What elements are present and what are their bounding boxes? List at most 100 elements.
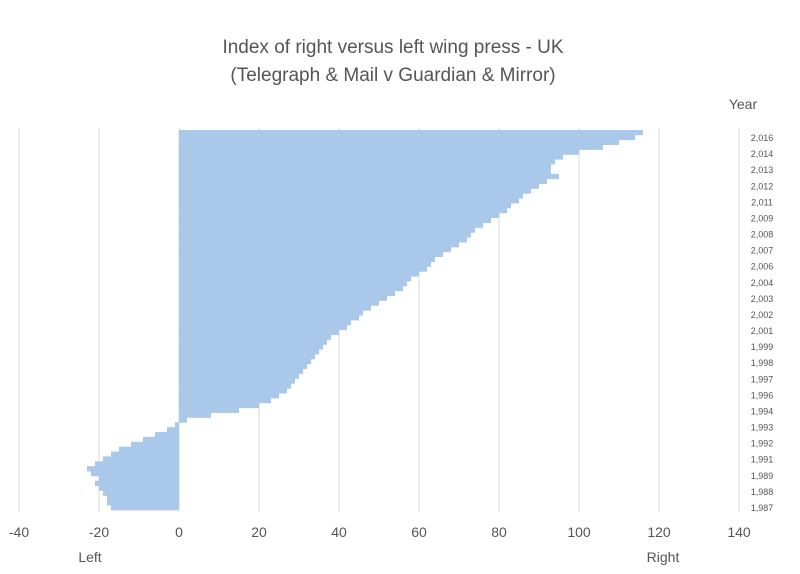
bar (179, 222, 483, 228)
bar (179, 217, 491, 223)
bar (179, 373, 299, 379)
bar (179, 363, 307, 370)
year-tick-label: 2,008 (751, 230, 774, 240)
bar (179, 183, 539, 189)
bar (179, 397, 271, 404)
x-tick-label: 100 (567, 524, 591, 540)
bar (175, 422, 179, 428)
bar (179, 139, 619, 146)
bar (179, 271, 419, 277)
bar (179, 188, 531, 194)
bar (179, 412, 211, 418)
bar (111, 451, 179, 457)
year-tick-labels: 2,016 2,014 2,013 2,012 2,011 2,009 2,008 2,007… (751, 133, 774, 513)
bar (91, 471, 179, 477)
year-tick-label: 1,987 (751, 503, 774, 513)
bar (179, 383, 291, 389)
x-tick-label: 0 (175, 524, 183, 540)
bar (179, 207, 507, 214)
bars (87, 130, 643, 511)
x-axis-tick-labels: -40 -20 0 20 40 60 80 100 120 140 (9, 524, 751, 540)
bar (179, 305, 371, 311)
bar (179, 354, 315, 360)
year-tick-label: 1,991 (751, 455, 774, 465)
bar (179, 276, 411, 282)
bar (179, 310, 363, 316)
bar (179, 300, 379, 306)
bar (179, 193, 523, 199)
year-tick-label: 2,013 (751, 165, 774, 175)
bar (131, 441, 179, 448)
bar (179, 144, 603, 150)
bar (179, 178, 547, 184)
bar (179, 358, 311, 365)
x-tick-label: 40 (331, 524, 347, 540)
year-tick-label: 2,012 (751, 181, 774, 191)
year-tick-label: 1,993 (751, 423, 774, 433)
year-tick-label: 2,001 (751, 326, 774, 336)
year-axis-title: Year (729, 96, 758, 112)
bar (99, 485, 179, 491)
chart-subtitle: (Telegraph & Mail v Guardian & Mirror) (230, 65, 555, 86)
bar (179, 378, 295, 384)
bar (179, 237, 467, 243)
bar (179, 212, 499, 219)
bar (179, 154, 563, 160)
right-label: Right (647, 549, 680, 565)
bar (179, 246, 451, 253)
bar (95, 480, 179, 487)
bar (179, 324, 347, 331)
year-tick-label: 2,016 (751, 133, 774, 143)
x-tick-label: 80 (491, 524, 507, 540)
bar (179, 168, 551, 175)
bar (179, 149, 579, 155)
bar (107, 495, 179, 501)
bar (179, 329, 339, 336)
bar (179, 295, 387, 301)
bar (179, 315, 359, 321)
year-tick-label: 2,006 (751, 262, 774, 272)
year-tick-label: 1,998 (751, 358, 774, 368)
bar (119, 446, 179, 452)
year-tick-label: 2,007 (751, 246, 774, 256)
bar (179, 393, 279, 399)
bar (179, 134, 635, 141)
year-tick-label: 2,009 (751, 213, 774, 223)
year-tick-label: 1,999 (751, 342, 774, 352)
bar (179, 256, 435, 262)
bar (103, 490, 179, 496)
bar (95, 461, 179, 467)
bar (179, 368, 303, 374)
bar (179, 349, 319, 355)
bar (179, 402, 259, 409)
bar (179, 417, 187, 423)
bar (179, 266, 427, 272)
year-tick-label: 1,997 (751, 374, 774, 384)
year-tick-label: 2,014 (751, 149, 774, 159)
bar (107, 500, 179, 506)
year-tick-label: 1,992 (751, 439, 774, 449)
year-tick-label: 2,003 (751, 294, 774, 304)
bar (179, 130, 643, 136)
bar (179, 334, 331, 340)
x-tick-label: 140 (727, 524, 751, 540)
x-tick-label: -20 (89, 524, 109, 540)
bar (179, 251, 443, 258)
bar (179, 407, 239, 413)
bar (179, 173, 559, 180)
bar (179, 227, 475, 233)
x-tick-label: 60 (411, 524, 427, 540)
bar (143, 436, 179, 443)
year-tick-label: 2,002 (751, 310, 774, 320)
bar (179, 159, 555, 165)
bar (167, 427, 179, 433)
year-tick-label: 1,994 (751, 406, 774, 416)
bar (179, 344, 323, 350)
bar (99, 475, 179, 482)
bar (111, 505, 179, 511)
bar (179, 290, 395, 297)
bar (179, 232, 471, 238)
left-label: Left (78, 549, 101, 565)
year-tick-label: 1,989 (751, 471, 774, 481)
